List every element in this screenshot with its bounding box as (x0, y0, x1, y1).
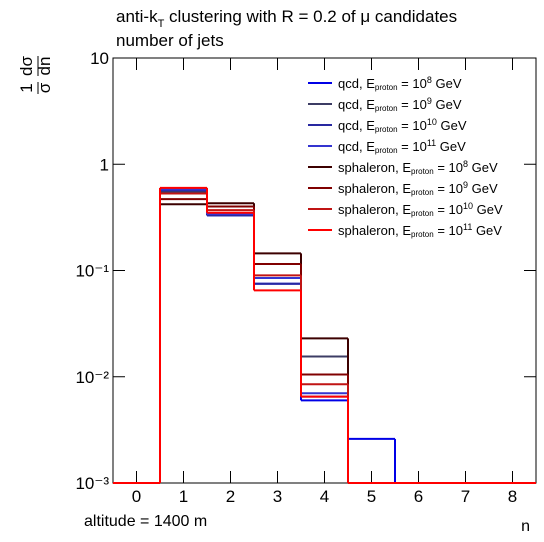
legend-part: = 10 (434, 160, 463, 175)
legend-part: , E (395, 223, 411, 238)
legend-label: qcd, Eproton = 109 GeV (338, 96, 462, 113)
y-tick-label: 10 (90, 49, 109, 68)
legend-part: = 10 (434, 202, 463, 217)
legend-part: = 10 (434, 223, 463, 238)
legend-part: 11 (427, 138, 436, 148)
x-tick-label: 1 (179, 487, 188, 506)
x-axis-label: n (521, 518, 530, 535)
legend-name: sphaleron (338, 181, 395, 196)
legend-name: sphaleron (338, 223, 395, 238)
legend-part: = 10 (398, 97, 427, 112)
x-tick-label: 4 (320, 487, 329, 506)
x-tick-label: 3 (273, 487, 282, 506)
legend-part: proton (411, 188, 434, 197)
chart-title: anti-kT clustering with R = 0.2 of μ can… (116, 7, 457, 30)
legend-name: sphaleron (338, 160, 395, 175)
y-label-part: σ (35, 82, 54, 93)
x-tick-label: 6 (414, 487, 423, 506)
legend-label: qcd, Eproton = 1011 GeV (338, 138, 466, 155)
legend-part: 10 (463, 201, 473, 211)
legend-part: GeV (436, 139, 466, 154)
legend-part: , E (359, 97, 375, 112)
legend-part: , E (359, 118, 375, 133)
legend-part: 9 (427, 96, 432, 106)
legend-name: qcd (338, 118, 359, 133)
legend-part: proton (411, 209, 434, 218)
legend-part: 9 (463, 180, 468, 190)
legend-part: 10 (427, 117, 437, 127)
chart-subtitle: number of jets (116, 31, 224, 50)
legend-part: , E (395, 202, 411, 217)
legend-part: proton (375, 104, 398, 113)
legend-part: = 10 (398, 118, 427, 133)
histograms (113, 186, 536, 484)
x-tick-label: 8 (508, 487, 517, 506)
legend-part: proton (375, 125, 398, 134)
legend-label: qcd, Eproton = 108 GeV (338, 75, 462, 92)
y-tick-label: 10⁻³ (75, 474, 109, 493)
legend-part: proton (411, 167, 434, 176)
legend-label: sphaleron, Eproton = 1010 GeV (338, 201, 503, 218)
legend-label: sphaleron, Eproton = 109 GeV (338, 180, 498, 197)
y-axis-label: 1 σ dσ dn (17, 56, 54, 94)
legend-part: GeV (468, 181, 498, 196)
x-tick-label: 5 (367, 487, 376, 506)
legend-part: = 10 (434, 181, 463, 196)
legend-label: sphaleron, Eproton = 108 GeV (338, 159, 498, 176)
x-tick-label: 0 (132, 487, 141, 506)
legend-part: GeV (468, 160, 498, 175)
legend-label: sphaleron, Eproton = 1011 GeV (338, 222, 502, 239)
legend-part: , E (359, 76, 375, 91)
legend-part: , E (395, 181, 411, 196)
legend-part: = 10 (398, 139, 427, 154)
legend-part: 8 (463, 159, 468, 169)
y-tick-label: 10⁻¹ (75, 262, 109, 281)
y-label-part: dn (35, 57, 54, 76)
annotation: altitude = 1400 m (84, 513, 207, 530)
legend-part: proton (411, 230, 434, 239)
legend-part: = 10 (398, 76, 427, 91)
legend-name: qcd (338, 139, 359, 154)
legend-label: qcd, Eproton = 1010 GeV (338, 117, 467, 134)
legend-name: qcd (338, 76, 359, 91)
x-tick-label: 7 (461, 487, 470, 506)
y-tick-label: 1 (100, 155, 109, 174)
legend-part: GeV (432, 97, 462, 112)
legend-part: GeV (473, 202, 503, 217)
legend-part: proton (375, 146, 398, 155)
legend-part: 8 (427, 75, 432, 85)
y-tick-label: 10⁻² (75, 368, 109, 387)
legend-part: GeV (432, 76, 462, 91)
legend-name: sphaleron (338, 202, 395, 217)
legend-part: proton (375, 83, 398, 92)
y-label-part: 1 (17, 83, 36, 92)
legend-part: GeV (472, 223, 502, 238)
legend-part: 11 (463, 222, 472, 232)
plot-frame (112, 57, 537, 484)
y-label-part: dσ (17, 56, 36, 76)
legend-part: GeV (437, 118, 467, 133)
legend-part: , E (359, 139, 375, 154)
legend-part: , E (395, 160, 411, 175)
x-tick-label: 2 (226, 487, 235, 506)
legend-name: qcd (338, 97, 359, 112)
